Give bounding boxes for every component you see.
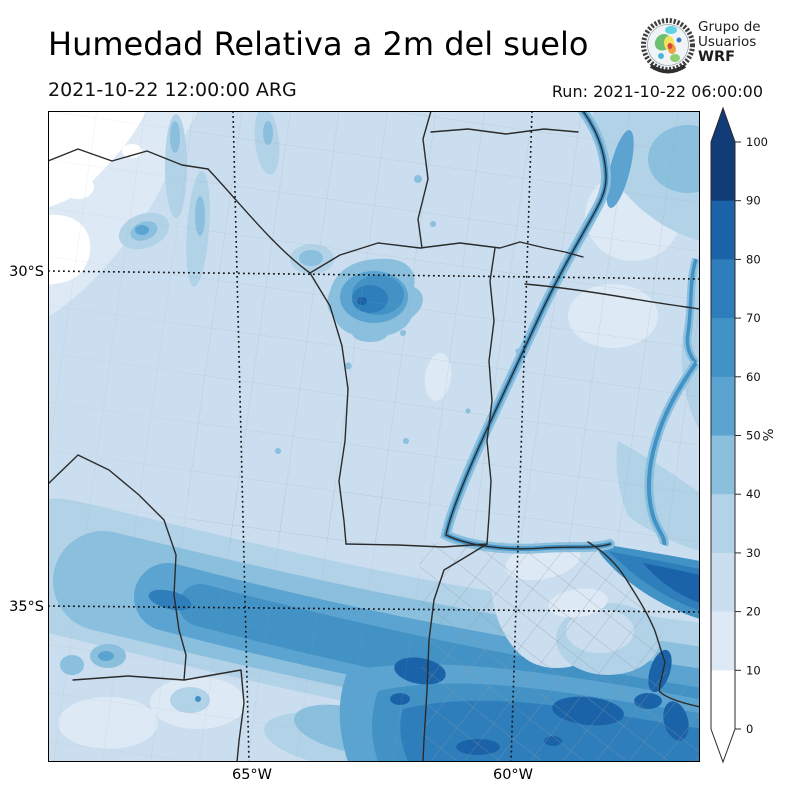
svg-text:0: 0	[746, 722, 753, 736]
wrf-logo: Grupo de Usuarios WRF	[641, 14, 796, 80]
wrf-globe-emblem-icon	[641, 18, 695, 74]
map-canvas	[48, 111, 700, 762]
svg-text:60: 60	[746, 370, 761, 384]
svg-text:100: 100	[746, 135, 768, 149]
svg-text:50: 50	[746, 429, 761, 443]
svg-text:40: 40	[746, 487, 761, 501]
gridline-60w	[510, 111, 533, 762]
svg-text:20: 20	[746, 605, 761, 619]
x-tick-60w: 60°W	[492, 767, 534, 783]
svg-text:90: 90	[746, 194, 761, 208]
y-tick-35s: 35°S	[9, 599, 44, 615]
x-tick-65w: 65°W	[231, 767, 273, 783]
graticule	[48, 111, 700, 762]
colorbar-extend-under	[711, 729, 735, 762]
colorbar: 0 10 20 30 40 50 60 70 80 90 100 %	[710, 106, 777, 764]
wrf-logo-text: Grupo de Usuarios WRF	[698, 20, 761, 65]
map-frame	[48, 111, 700, 762]
gridline-30s	[48, 270, 700, 280]
colorbar-ticks	[735, 141, 741, 730]
logo-line-2: Usuarios	[698, 34, 757, 50]
rio-de-la-plata	[596, 543, 700, 619]
colorbar-extend-over	[711, 108, 735, 142]
plot-title: Humedad Relativa a 2m del suelo	[48, 25, 589, 63]
colorbar-segments	[711, 142, 735, 730]
province-borders	[48, 111, 700, 762]
department-borders	[48, 111, 700, 762]
svg-text:30: 30	[746, 546, 761, 560]
map-plot-area	[48, 111, 700, 762]
run-time-label: Run: 2021-10-22 06:00:00	[551, 82, 763, 101]
svg-text:70: 70	[746, 311, 761, 325]
colorbar-unit-label: %	[761, 428, 777, 441]
gridline-35s	[48, 605, 700, 613]
gridline-65w	[232, 111, 250, 762]
logo-line-3: WRF	[698, 49, 736, 65]
logo-line-1: Grupo de	[698, 19, 761, 35]
valid-time-label: 2021-10-22 12:00:00 ARG	[48, 79, 297, 101]
y-tick-30s: 30°S	[9, 264, 44, 280]
svg-text:80: 80	[746, 252, 761, 266]
svg-text:10: 10	[746, 663, 761, 677]
colorbar-tick-labels: 0 10 20 30 40 50 60 70 80 90 100	[746, 135, 768, 736]
